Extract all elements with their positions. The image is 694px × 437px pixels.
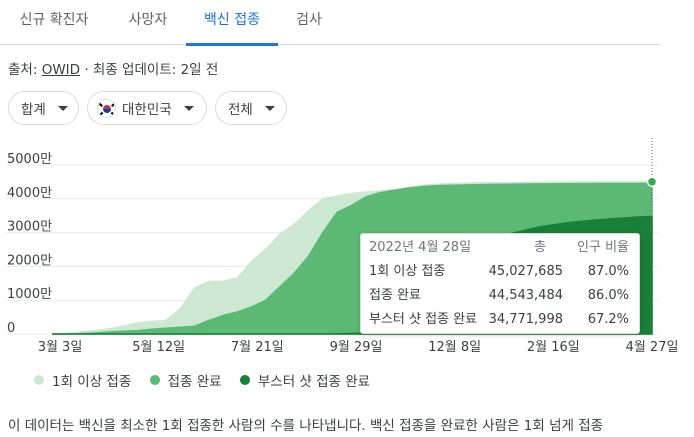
chart-tooltip: 2022년 4월 28일 총 인구 비율 1회 이상 접종 45,027,685… [360, 233, 640, 334]
tab-testing[interactable]: 검사 [296, 12, 322, 28]
range-dropdown[interactable]: 전체 [215, 91, 287, 125]
x-tick-label: 4월 27일 [626, 340, 679, 355]
chevron-down-icon [183, 105, 194, 111]
legend-item-fully-vaccinated[interactable]: 접종 완료 [149, 370, 222, 390]
range-dropdown-label: 전체 [228, 102, 253, 118]
tooltip-row: 접종 완료 44,543,484 86.0% [361, 285, 639, 307]
tab-bar: 신규 확진자 사망자 백신 접종 검사 [0, 0, 660, 46]
legend-swatch [239, 375, 250, 385]
total-dropdown-label: 합계 [21, 102, 46, 118]
y-tick-label: 1000만 [7, 287, 52, 302]
x-axis-labels: 3월 3일 5월 12일 7월 21일 9월 29일 12월 8일 2월 16일 4월 27… [38, 340, 679, 355]
legend-label: 1회 이상 접종 [52, 374, 132, 390]
country-dropdown[interactable]: 대한민국 [87, 91, 207, 125]
source-prefix: 출처: [8, 62, 38, 78]
tooltip-row: 부스터 샷 접종 완료 34,771,998 67.2% [361, 309, 639, 331]
x-tick-label: 9월 29일 [330, 340, 383, 355]
tooltip-row-ratio: 86.0% [587, 288, 629, 303]
hover-point [646, 176, 658, 188]
tooltip-row-total: 45,027,685 [488, 264, 563, 279]
tab-vaccination[interactable]: 백신 접종 [186, 0, 278, 46]
x-tick-label: 7월 21일 [231, 340, 284, 355]
legend-item-booster[interactable]: 부스터 샷 접종 완료 [239, 370, 371, 390]
tooltip-total-header: 총 [534, 240, 546, 255]
chart-legend: 1회 이상 접종 접종 완료 부스터 샷 접종 완료 [34, 370, 384, 390]
y-tick-label: 4000만 [7, 186, 52, 201]
country-dropdown-label: 대한민국 [122, 102, 172, 118]
x-tick-label: 3월 3일 [38, 340, 83, 355]
x-tick-label: 5월 12일 [132, 340, 185, 355]
source-line: 출처: OWID · 최종 업데이트: 2일 전 [8, 58, 218, 78]
x-tick-label: 2월 16일 [527, 340, 580, 355]
tooltip-row-label: 부스터 샷 접종 완료 [369, 312, 478, 327]
tooltip-row: 1회 이상 접종 45,027,685 87.0% [361, 261, 639, 283]
tab-new-cases[interactable]: 신규 확진자 [19, 12, 89, 28]
y-tick-label: 3000만 [7, 220, 52, 235]
chevron-down-icon [264, 105, 275, 111]
y-tick-label: 5000만 [7, 152, 52, 167]
legend-label: 접종 완료 [167, 374, 222, 390]
last-updated: · 최종 업데이트: 2일 전 [84, 62, 219, 78]
tooltip-row-label: 접종 완료 [369, 288, 421, 303]
tooltip-row-ratio: 87.0% [587, 264, 629, 279]
x-tick-label: 12월 8일 [428, 340, 481, 355]
tooltip-row-ratio: 67.2% [587, 312, 629, 327]
tab-deaths[interactable]: 사망자 [128, 12, 168, 28]
legend-swatch [34, 375, 44, 385]
chevron-down-icon [57, 105, 68, 111]
legend-swatch [149, 375, 160, 385]
y-tick-label: 2000만 [7, 253, 52, 268]
source-link[interactable]: OWID [41, 62, 81, 78]
tooltip-ratio-header: 인구 비율 [577, 240, 629, 255]
tooltip-row-total: 34,771,998 [488, 312, 563, 327]
y-axis-labels: 0 1000만 2000만 3000만 4000만 5000만 [7, 152, 52, 336]
data-note: 이 데이터는 백신을 최소한 1회 접종한 사람의 수를 나타냅니다. 백신 접… [8, 418, 604, 434]
tooltip-row-label: 1회 이상 접종 [369, 264, 446, 279]
y-tick-label: 0 [7, 321, 15, 336]
korea-flag-icon [97, 98, 116, 118]
tooltip-row-total: 44,543,484 [488, 288, 563, 303]
total-dropdown[interactable]: 합계 [8, 91, 79, 125]
legend-label: 부스터 샷 접종 완료 [257, 374, 371, 390]
legend-item-first-dose[interactable]: 1회 이상 접종 [34, 370, 131, 390]
tooltip-date: 2022년 4월 28일 [369, 240, 472, 255]
